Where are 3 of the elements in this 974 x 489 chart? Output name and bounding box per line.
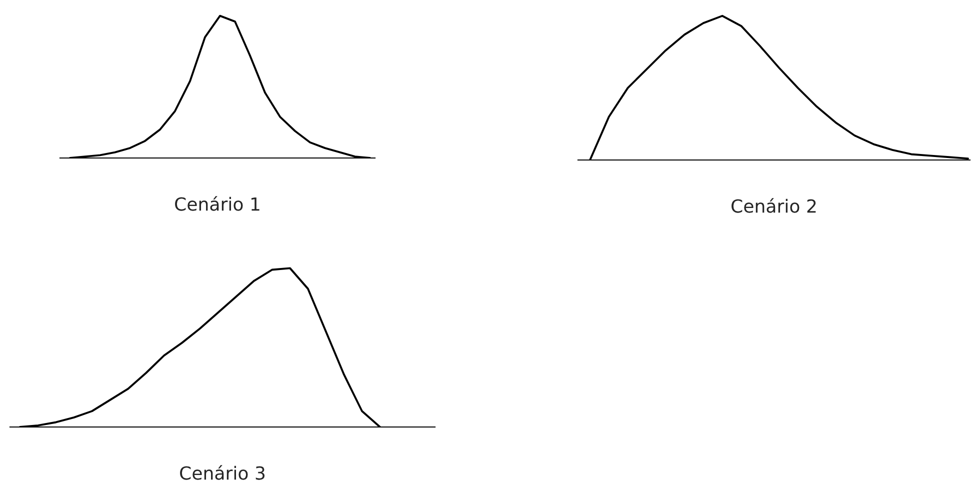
x-axis-title: Cenário 3 — [180, 465, 265, 480]
x-axis-title: Cenário 2 — [732, 198, 816, 213]
x-axis-title: Cenário 1 — [175, 196, 260, 211]
